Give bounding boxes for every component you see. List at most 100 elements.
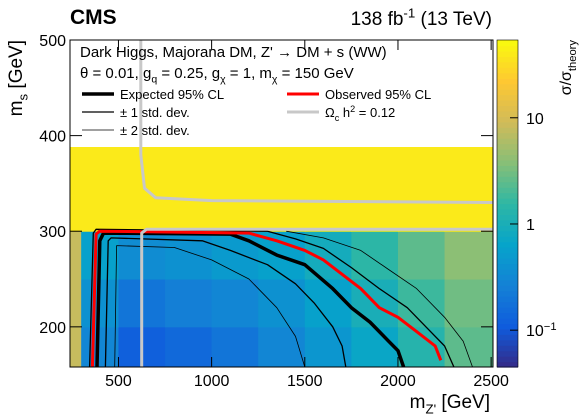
heat-cell (211, 326, 259, 367)
heat-cell (211, 231, 259, 280)
contour-line (95, 231, 406, 367)
colorbar-strip (497, 203, 518, 210)
y-tick-label: 500 (39, 33, 66, 50)
colorbar-strip (497, 89, 518, 96)
colorbar-strip (497, 301, 518, 308)
colorbar-strip (497, 110, 518, 117)
z-axis-title: σ/σtheory (558, 40, 579, 96)
colorbar-strip (497, 143, 518, 150)
colorbar-strip (497, 181, 518, 188)
plot-frame (69, 39, 494, 368)
y-tick-label: 200 (39, 320, 66, 337)
contour-line (88, 228, 455, 367)
text-part: χ (220, 74, 226, 86)
colorbar-strip (497, 230, 518, 237)
x-tick-label: 500 (105, 373, 132, 390)
chart-title: CMS (70, 6, 117, 29)
legend-header: Dark Higgs, Majorana DM, Z' → DM + s (WW… (80, 44, 387, 61)
text-part: theory (567, 40, 579, 71)
text-part: σ/σ (558, 71, 575, 95)
colorbar-strip (497, 263, 518, 270)
heat-cell (444, 326, 493, 367)
heat-cell (258, 326, 306, 367)
heat-cell (258, 145, 306, 232)
colorbar-strip (497, 236, 518, 243)
colorbar-strip (497, 334, 518, 341)
text-part: c (335, 113, 340, 123)
z-tick-label: 1 (526, 217, 535, 234)
z-tick-label: 10 (526, 111, 544, 128)
heat-cell (70, 145, 82, 232)
text-part: q (151, 74, 157, 86)
colorbar-strip (497, 317, 518, 324)
colorbar-strip (497, 198, 518, 205)
colorbar-strip (497, 279, 518, 286)
colorbar-strip (497, 285, 518, 292)
x-tick-label: 2500 (473, 373, 509, 390)
colorbar-strip (497, 105, 518, 112)
colorbar-strip (497, 274, 518, 281)
heat-cell (165, 279, 213, 328)
text-part: = 150 GeV (277, 65, 353, 82)
contour-line (114, 230, 473, 367)
text-part: = 0.25, g (157, 65, 220, 82)
colorbar-frame (496, 39, 519, 368)
text-part: [GeV] (436, 392, 490, 413)
colorbar-strip (497, 67, 518, 74)
contour-line (90, 229, 443, 367)
colorbar-strip (497, 225, 518, 232)
heat-cell (444, 231, 493, 280)
colorbar-strip (497, 165, 518, 172)
heat-cell (81, 326, 119, 367)
text-part: 10 (526, 323, 544, 340)
colorbar-strip (497, 328, 518, 335)
x-tick-label: 1000 (194, 373, 230, 390)
heat-cell (70, 231, 82, 280)
colorbar-strip (497, 138, 518, 145)
colorbar-strip (497, 94, 518, 101)
colorbar-strip (497, 116, 518, 123)
foreground: 500 1000 1500 2000 250020030040050010−1110CM… (6, 5, 579, 416)
colorbar-strip (497, 356, 518, 363)
colorbar-strip (497, 307, 518, 314)
heat-cell (211, 279, 259, 328)
contours (88, 40, 493, 367)
colorbar-strip (497, 40, 518, 47)
heat-cell (351, 145, 399, 232)
colorbar-strip (497, 241, 518, 248)
heat-cell (70, 279, 82, 328)
colorbar-strip (497, 132, 518, 139)
heat-cell (258, 279, 306, 328)
colorbar-strip (497, 208, 518, 215)
text-part: h (339, 105, 350, 120)
heat-cell (351, 231, 399, 280)
colorbar-strip (497, 83, 518, 90)
heat-cell (211, 145, 259, 232)
x-axis-title: mZ' [GeV] (410, 392, 490, 416)
colorbar-strip (497, 149, 518, 156)
heat-cell (397, 326, 446, 367)
colorbar-strip (497, 290, 518, 297)
heat-cell (70, 326, 82, 367)
x-tick-label: 2000 (380, 373, 416, 390)
text-part: −1 (544, 321, 557, 333)
colorbar-strip (497, 78, 518, 85)
colorbar-strip (497, 323, 518, 330)
heat-cell (304, 145, 352, 232)
colorbar-strip (497, 350, 518, 357)
colorbar-strip (497, 170, 518, 177)
heat-cell (81, 145, 119, 232)
text-part: -1 (403, 5, 415, 20)
legend-label: ± 2 std. dev. (120, 123, 190, 138)
y-tick-label: 300 (39, 224, 66, 241)
colorbar-strip (497, 61, 518, 68)
text-part: Ω (325, 105, 335, 120)
colorbar-strip (497, 247, 518, 254)
colorbar-strip (497, 50, 518, 57)
colorbar-strip (497, 312, 518, 319)
heat-cell (165, 231, 213, 280)
colorbar-strip (497, 361, 518, 368)
heat-cell (397, 145, 446, 232)
heat-cell (351, 326, 399, 367)
